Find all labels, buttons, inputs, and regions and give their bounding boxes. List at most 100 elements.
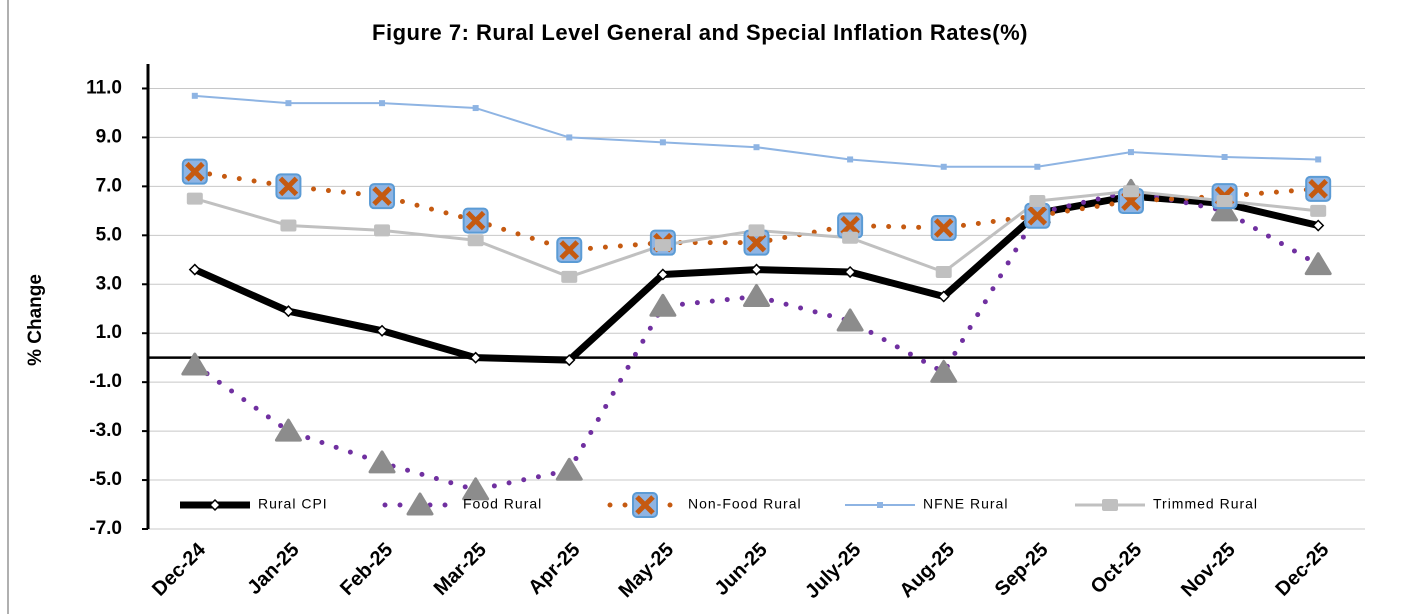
x-tick-label: Sep-25 [991, 539, 1053, 601]
y-tick-label: 11.0 [86, 77, 122, 98]
legend-label: NFNE Rural [923, 496, 1008, 512]
legend-label: Rural CPI [258, 496, 328, 512]
y-tick-label: -7.0 [89, 518, 122, 539]
marker-cross [840, 215, 860, 236]
marker [940, 163, 947, 170]
marker [563, 354, 576, 367]
x-tick-label: Aug-25 [896, 539, 959, 602]
y-tick-label: 1.0 [96, 322, 122, 343]
marker [743, 284, 770, 307]
marker-cross [746, 232, 767, 253]
chart-title: Figure 7: Rural Level General and Specia… [372, 20, 1028, 45]
marker [748, 224, 765, 237]
marker [930, 214, 957, 241]
marker [1034, 163, 1041, 170]
marker [1127, 149, 1134, 156]
marker [842, 231, 859, 244]
x-tick-label: Mar-25 [430, 539, 491, 600]
marker [191, 92, 198, 99]
x-tick: Jan-25 [243, 539, 303, 599]
x-tick: Sep-25 [991, 539, 1053, 601]
y-tick-label: 3.0 [96, 273, 122, 294]
marker-cross [372, 186, 392, 206]
marker [181, 158, 208, 185]
marker [847, 156, 854, 163]
y-tick-label: -1.0 [89, 371, 122, 392]
y-tick-label: 7.0 [96, 175, 122, 196]
y-axis-label: % Change [25, 274, 46, 366]
x-tick: Jun-25 [711, 539, 772, 600]
x-tick-label: Oct-25 [1087, 539, 1147, 599]
marker [1029, 195, 1046, 208]
marker [375, 324, 389, 337]
marker [1304, 252, 1332, 276]
marker [274, 418, 302, 442]
marker [1305, 175, 1332, 202]
marker [750, 263, 763, 276]
marker [1102, 499, 1118, 511]
marker [1315, 156, 1322, 163]
marker [935, 266, 952, 279]
marker-cross [278, 176, 299, 197]
x-tick-label: Nov-25 [1177, 539, 1240, 602]
marker [467, 234, 484, 247]
series-line [193, 192, 1319, 364]
marker [561, 270, 578, 283]
x-tick-label: Jan-25 [243, 539, 303, 599]
marker [555, 457, 583, 481]
marker-cross [185, 161, 205, 182]
marker [280, 219, 297, 232]
legend-label: Food Rural [463, 496, 542, 512]
x-tick: Feb-25 [336, 539, 397, 600]
marker [374, 224, 391, 237]
marker [1312, 219, 1325, 232]
y-tick-label: 5.0 [96, 224, 122, 245]
marker [188, 263, 201, 276]
marker [632, 492, 658, 518]
x-tick-label: Apr-25 [524, 539, 584, 599]
marker [743, 229, 770, 256]
marker [753, 144, 760, 151]
x-tick-label: Dec-24 [148, 538, 211, 601]
x-tick: Nov-25 [1177, 539, 1240, 602]
marker [469, 351, 482, 364]
marker [406, 492, 434, 516]
marker [186, 192, 203, 205]
x-tick-label: Dec-25 [1272, 539, 1334, 601]
x-tick: Dec-24 [148, 538, 211, 601]
marker [566, 134, 573, 141]
x-tick-label: Feb-25 [336, 539, 397, 600]
marker-cross [465, 210, 486, 231]
marker [930, 359, 958, 383]
x-tick: Dec-25 [1272, 539, 1334, 601]
marker [1221, 154, 1228, 160]
marker [379, 100, 386, 107]
marker [659, 139, 666, 146]
marker-cross [933, 218, 954, 238]
marker [1211, 198, 1239, 222]
marker [282, 305, 295, 318]
marker [1216, 195, 1233, 208]
x-tick: July-25 [801, 539, 865, 603]
marker [1024, 202, 1051, 229]
x-tick: May-25 [615, 539, 679, 603]
y-tick-label: -3.0 [89, 420, 122, 441]
marker [369, 183, 396, 210]
marker [1310, 204, 1327, 217]
marker-cross [1027, 205, 1048, 226]
marker [285, 100, 292, 107]
legend-label: Non-Food Rural [688, 496, 802, 512]
x-tick-label: May-25 [615, 539, 679, 603]
legend-label: Trimmed Rural [1153, 496, 1258, 512]
marker [1122, 185, 1139, 198]
marker [649, 293, 677, 317]
marker-cross [635, 495, 655, 515]
marker [937, 290, 950, 303]
marker [462, 207, 489, 234]
y-tick-label: -5.0 [89, 469, 122, 490]
marker [275, 173, 302, 200]
marker [556, 237, 583, 263]
marker [654, 239, 671, 252]
marker [844, 265, 857, 279]
